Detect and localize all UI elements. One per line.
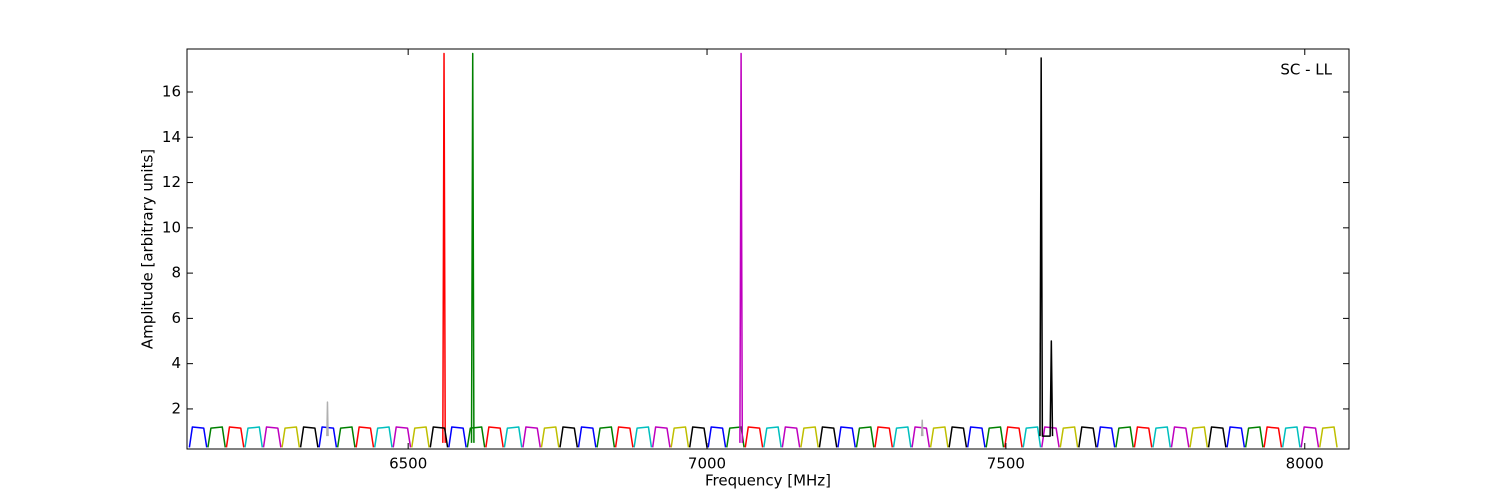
annotation: SC - LL (1280, 61, 1332, 79)
series-line (244, 426, 1301, 448)
y-axis-label: Amplitude [arbitrary units] (139, 149, 157, 349)
y-tick-label: 8 (171, 264, 181, 282)
y-tick-label: 14 (162, 128, 181, 146)
x-tick-label: 7500 (987, 455, 1025, 473)
x-tick-label: 8000 (1286, 455, 1324, 473)
x-axis-label: Frequency [MHz] (705, 472, 831, 490)
y-tick-label: 10 (162, 218, 181, 236)
series-line (207, 52, 1264, 448)
x-tick-label: 7000 (688, 455, 726, 473)
series-line (281, 426, 1338, 448)
y-tick-label: 12 (162, 173, 181, 191)
series-line (188, 426, 1246, 448)
plot-lines (188, 52, 1338, 448)
series-line (299, 57, 1227, 448)
plot-frame (186, 48, 1350, 450)
series-line (326, 401, 924, 437)
y-tick-label: 4 (171, 354, 181, 372)
y-tick-label: 6 (171, 309, 181, 327)
y-tick-label: 16 (162, 83, 181, 101)
x-tick-label: 6500 (389, 455, 427, 473)
series-line (225, 52, 1283, 448)
series-line (262, 52, 1320, 448)
y-tick-label: 2 (171, 399, 181, 417)
